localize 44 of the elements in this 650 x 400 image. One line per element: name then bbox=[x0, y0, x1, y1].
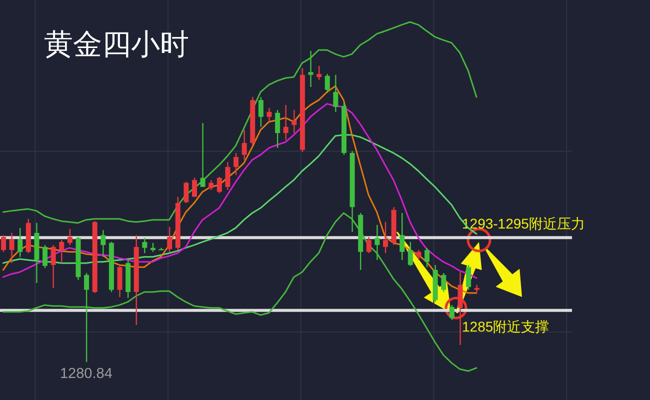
candlestick bbox=[400, 212, 405, 261]
candlestick bbox=[458, 272, 463, 346]
candlestick bbox=[258, 96, 264, 128]
candlestick bbox=[242, 129, 247, 160]
candlestick bbox=[225, 161, 230, 191]
candlestick bbox=[200, 122, 206, 188]
candlestick bbox=[50, 244, 56, 289]
candlestick bbox=[234, 152, 239, 176]
candlestick bbox=[416, 249, 422, 261]
candlestick bbox=[283, 104, 288, 140]
candlestick bbox=[266, 107, 272, 122]
candlestick bbox=[100, 230, 106, 258]
candlestick bbox=[366, 236, 372, 254]
candlestick bbox=[59, 239, 64, 264]
candlestick bbox=[449, 304, 454, 321]
candlestick bbox=[1, 234, 6, 252]
candlestick bbox=[9, 232, 14, 264]
candlestick bbox=[208, 179, 214, 191]
candlestick bbox=[441, 272, 446, 293]
candlestick bbox=[333, 74, 338, 112]
candlestick bbox=[466, 264, 472, 290]
candlestick bbox=[167, 226, 172, 252]
candlestick bbox=[216, 176, 222, 194]
candlestick bbox=[308, 50, 314, 88]
candlestick bbox=[292, 109, 297, 134]
candlestick bbox=[383, 221, 388, 254]
candlestick bbox=[374, 224, 380, 261]
candlestick bbox=[117, 264, 122, 298]
candlestick bbox=[192, 177, 197, 198]
candlestick bbox=[150, 242, 156, 252]
candlestick bbox=[316, 65, 322, 80]
candlestick bbox=[184, 181, 189, 204]
ref-line-label: 1285附近支撑 bbox=[462, 318, 550, 334]
candlestick bbox=[408, 241, 413, 266]
chart-title: 黄金四小时 bbox=[44, 27, 189, 61]
candlestick bbox=[42, 244, 48, 269]
candlestick bbox=[275, 109, 280, 149]
candlestick bbox=[142, 237, 148, 254]
candlestick bbox=[67, 228, 72, 246]
candlestick bbox=[84, 272, 90, 363]
candlestick bbox=[18, 227, 23, 258]
candlestick bbox=[424, 247, 430, 268]
candlestick bbox=[324, 73, 330, 94]
annotation: 1280.84 bbox=[60, 366, 112, 382]
